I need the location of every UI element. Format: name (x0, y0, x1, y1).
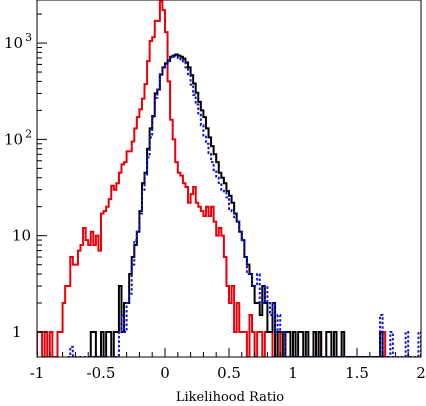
x-tick-label: 0 (160, 364, 170, 382)
series-layer (37, 0, 421, 357)
y-tick-label: 1 (12, 323, 22, 341)
series-0-histogram (37, 0, 388, 357)
x-tick-label: -0.5 (87, 364, 116, 382)
x-tick-label: 1.5 (345, 364, 369, 382)
x-axis-label: Likelihood Ratio (176, 390, 284, 405)
y-tick-label: 10 3 (4, 31, 32, 52)
x-tick-label: 0.5 (217, 364, 241, 382)
x-tick-label: -1 (30, 364, 45, 382)
y-tick-label: 10 (12, 227, 31, 245)
series-1-histogram (88, 53, 386, 357)
x-tick-label: 1 (288, 364, 298, 382)
y-tick-label: 10 2 (4, 127, 32, 148)
x-tick-label: 2 (416, 364, 426, 382)
